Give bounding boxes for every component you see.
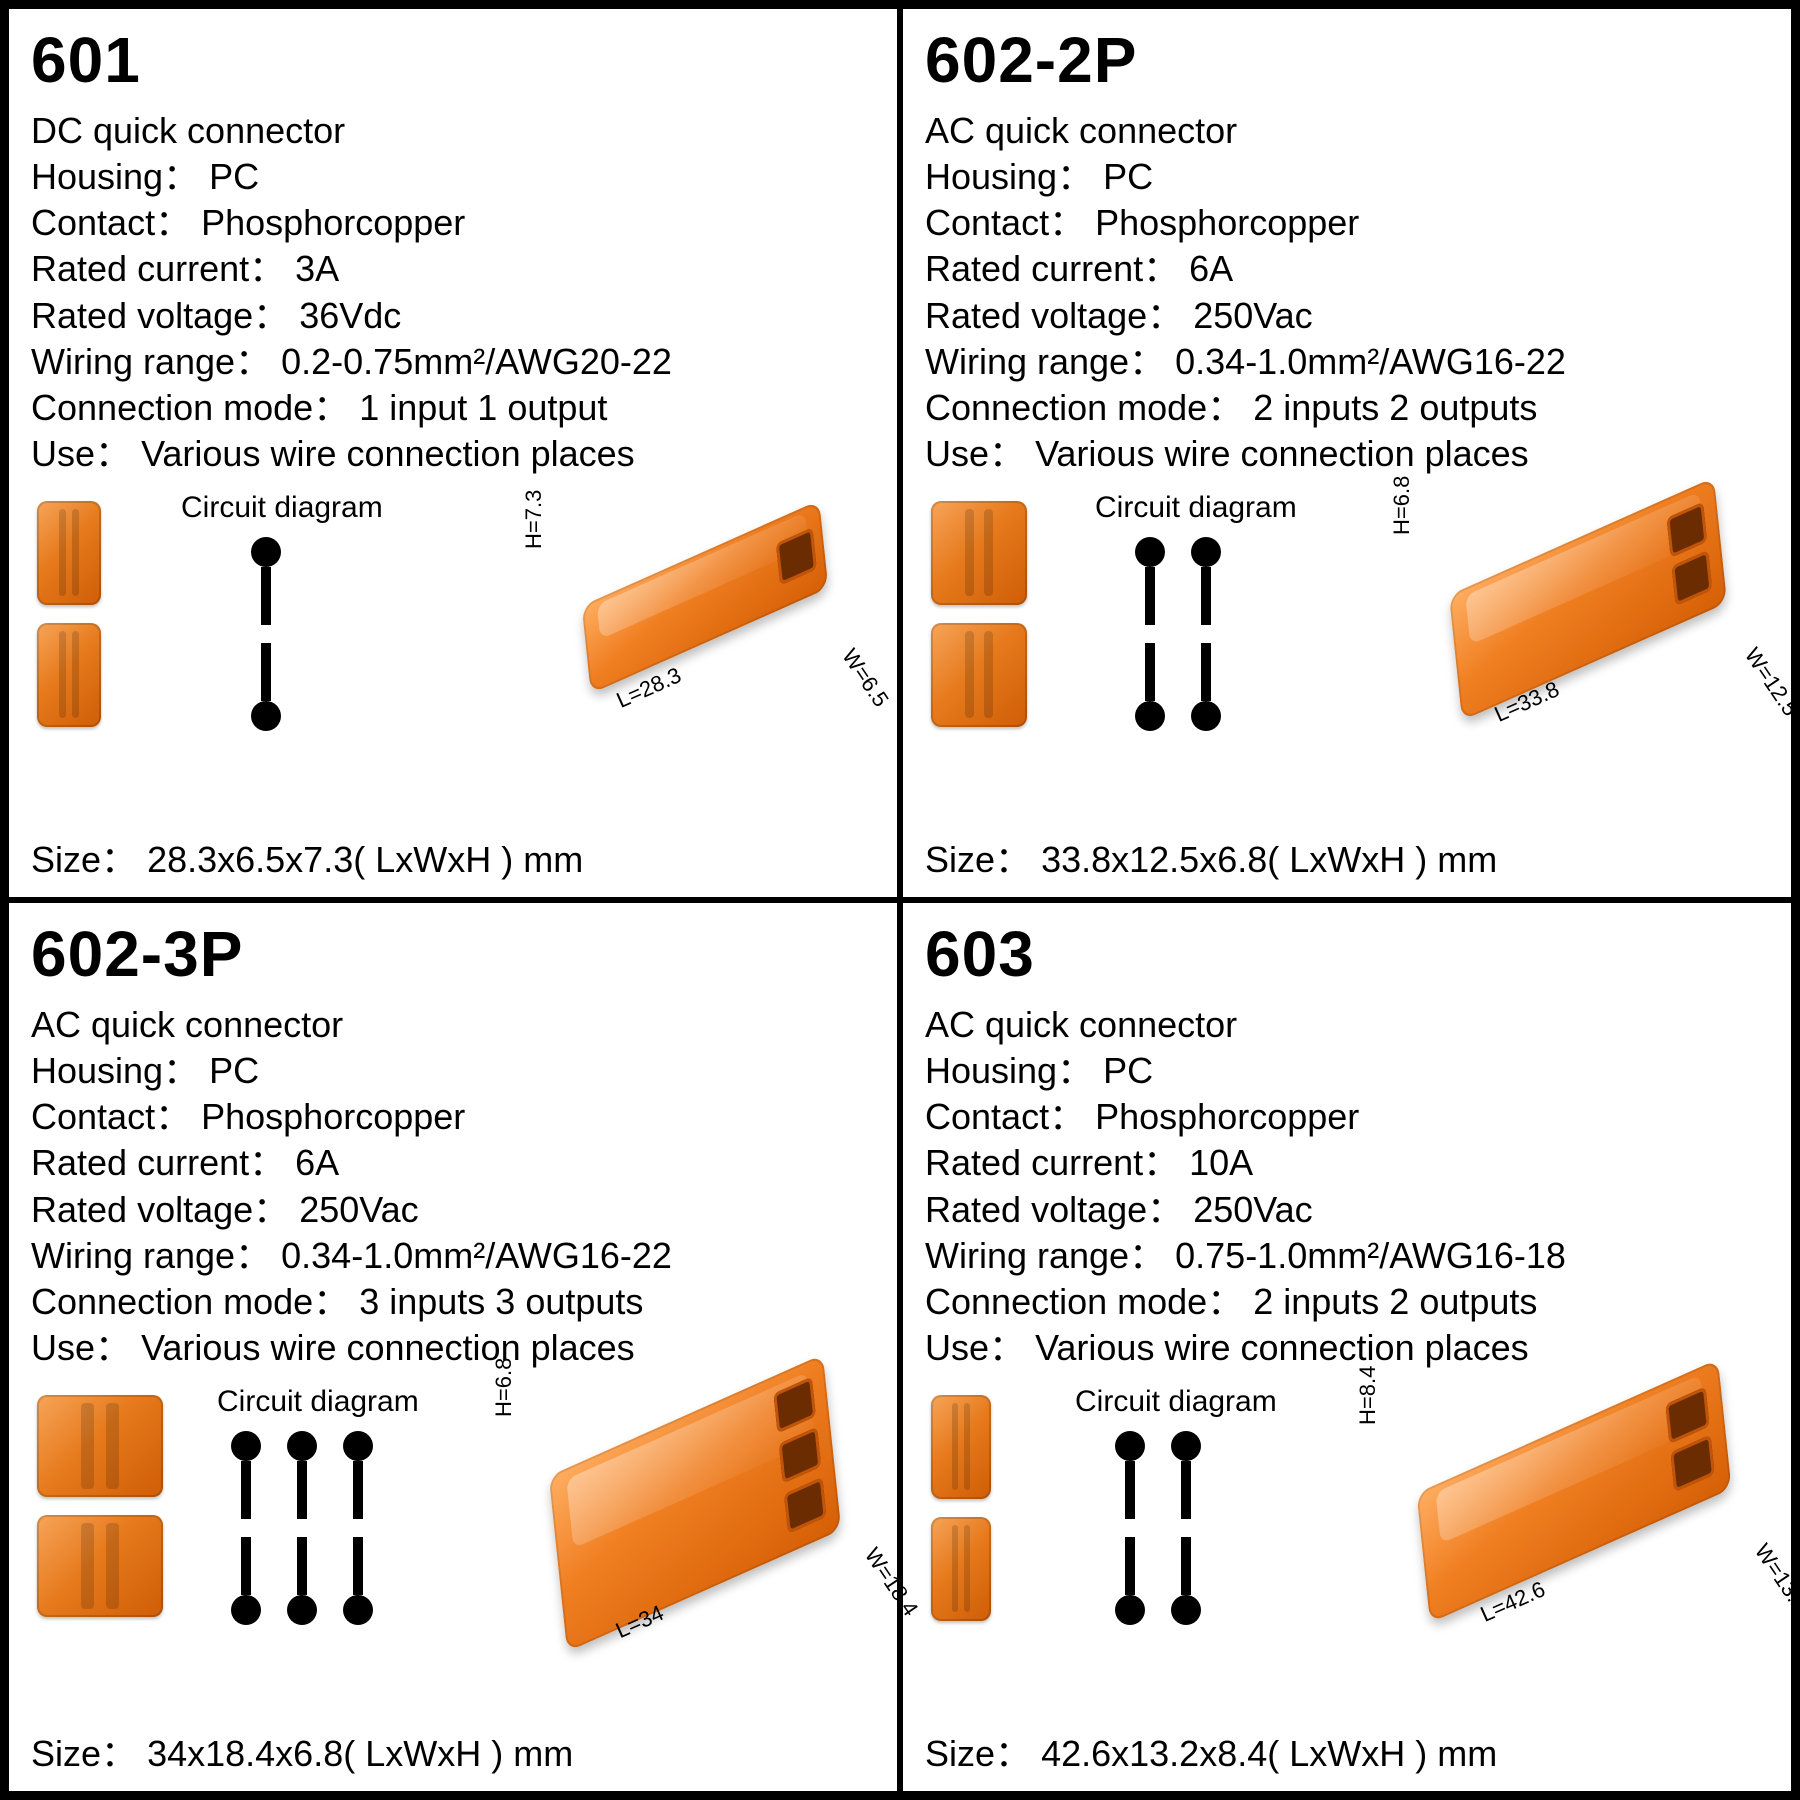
model-number: 602-2P (925, 27, 1769, 94)
circuit-diagram-label: Circuit diagram (181, 491, 383, 525)
product-cell-602-3p: 602-3P AC quick connector Housing PC Con… (6, 900, 900, 1794)
image-area: Circuit diagram H=7.3 L=28.3 W=6.5 Size … (31, 485, 875, 887)
circuit-pin-icon (1171, 1431, 1201, 1625)
circuit-pin-icon (1115, 1431, 1145, 1625)
connector-halves-icon (931, 1395, 991, 1621)
circuit-diagram-icon (1115, 1431, 1201, 1625)
dim-w: W=12.5 (1739, 643, 1800, 721)
spec-list: DC quick connector Housing PC Contact Ph… (31, 108, 875, 477)
spec-list: AC quick connector Housing PC Contact Ph… (31, 1002, 875, 1371)
circuit-pin-icon (287, 1431, 317, 1625)
product-cell-602-2p: 602-2P AC quick connector Housing PC Con… (900, 6, 1794, 900)
spec-list: AC quick connector Housing PC Contact Ph… (925, 1002, 1769, 1371)
circuit-diagram-label: Circuit diagram (217, 1385, 419, 1419)
connector-iso-icon: H=7.3 L=28.3 W=6.5 (575, 555, 835, 639)
dim-h: H=6.8 (1389, 475, 1415, 534)
label-rated-voltage: Rated voltage (31, 295, 289, 336)
circuit-diagram-icon (251, 537, 281, 731)
image-area: Circuit diagram H=6.8 L=34 W=18.4 Size 3… (31, 1379, 875, 1781)
circuit-pin-icon (231, 1431, 261, 1625)
dim-w: W=6.5 (836, 644, 893, 712)
connector-iso-icon: H=6.8 L=34 W=18.4 (545, 1419, 845, 1587)
connector-half-top-icon (37, 501, 101, 605)
value-contact: Phosphorcopper (201, 202, 465, 243)
label-rated-current: Rated current (31, 248, 285, 289)
connector-halves-icon (37, 501, 101, 727)
circuit-diagram-label: Circuit diagram (1075, 1385, 1277, 1419)
spec-type: AC quick connector (925, 1002, 1769, 1048)
value-rated-current: 3A (295, 248, 339, 289)
connector-half-top-icon (37, 1395, 163, 1497)
connector-halves-icon (931, 501, 1027, 727)
label-connection-mode: Connection mode (31, 387, 349, 428)
value-connection-mode: 1 input 1 output (359, 387, 607, 428)
spec-type: AC quick connector (31, 1002, 875, 1048)
model-number: 601 (31, 27, 875, 94)
size-line: Size 33.8x12.5x6.8( LxWxH ) mm (925, 831, 1497, 883)
product-cell-601: 601 DC quick connector Housing PC Contac… (6, 6, 900, 900)
connector-half-bottom-icon (37, 623, 101, 727)
circuit-diagram-icon (231, 1431, 373, 1625)
label-wiring-range: Wiring range (31, 341, 271, 382)
circuit-diagram-label: Circuit diagram (1095, 491, 1297, 525)
product-cell-603: 603 AC quick connector Housing PC Contac… (900, 900, 1794, 1794)
size-line: Size 42.6x13.2x8.4( LxWxH ) mm (925, 1725, 1497, 1777)
connector-iso-icon: H=8.4 L=42.6 W=13.2 (1409, 1429, 1739, 1553)
circuit-pin-icon (1191, 537, 1221, 731)
label-housing: Housing (31, 156, 199, 197)
dim-h: H=7.3 (521, 489, 547, 548)
image-area: Circuit diagram H=6.8 L=33.8 W=12.5 Size… (925, 485, 1769, 887)
value-rated-voltage: 36Vdc (299, 295, 401, 336)
dim-h: H=8.4 (1355, 1365, 1381, 1424)
label-contact: Contact (31, 202, 191, 243)
connector-half-bottom-icon (931, 623, 1027, 727)
spec-type: DC quick connector (31, 108, 875, 154)
label-use: Use (31, 433, 131, 474)
circuit-pin-icon (251, 537, 281, 731)
value-housing: PC (209, 156, 259, 197)
circuit-pin-icon (343, 1431, 373, 1625)
circuit-diagram-icon (1135, 537, 1221, 731)
product-spec-grid: 601 DC quick connector Housing PC Contac… (0, 0, 1800, 1800)
connector-half-top-icon (931, 1395, 991, 1499)
size-line: Size 34x18.4x6.8( LxWxH ) mm (31, 1725, 573, 1777)
model-number: 603 (925, 921, 1769, 988)
image-area: Circuit diagram H=8.4 L=42.6 W=13.2 Size… (925, 1379, 1769, 1781)
dim-w: W=13.2 (1749, 1539, 1800, 1617)
circuit-pin-icon (1135, 537, 1165, 731)
value-use: Various wire connection places (141, 433, 635, 474)
spec-list: AC quick connector Housing PC Contact Ph… (925, 108, 1769, 477)
connector-iso-icon: H=6.8 L=33.8 W=12.5 (1443, 539, 1733, 659)
value-wiring-range: 0.2-0.75mm²/AWG20-22 (281, 341, 672, 382)
connector-half-bottom-icon (37, 1515, 163, 1617)
connector-half-bottom-icon (931, 1517, 991, 1621)
connector-halves-icon (37, 1395, 163, 1617)
dim-h: H=6.8 (491, 1357, 517, 1416)
spec-type: AC quick connector (925, 108, 1769, 154)
size-line: Size 28.3x6.5x7.3( LxWxH ) mm (31, 831, 583, 883)
connector-half-top-icon (931, 501, 1027, 605)
model-number: 602-3P (31, 921, 875, 988)
